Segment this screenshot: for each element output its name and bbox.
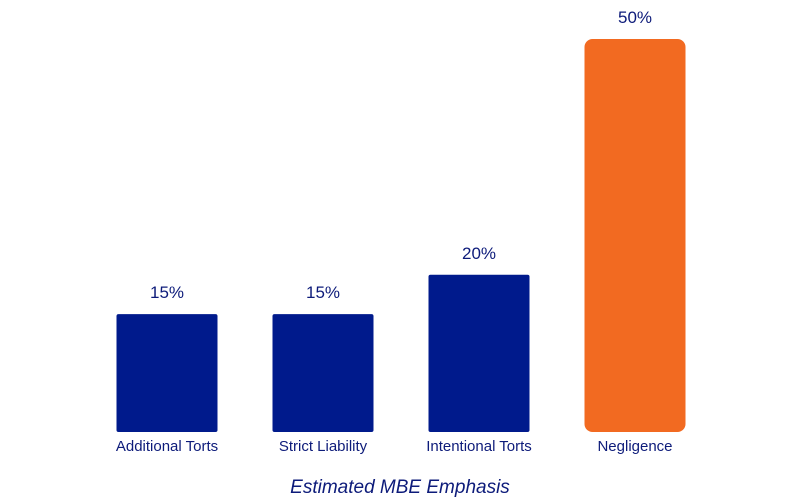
- bar-intentional-torts: [428, 274, 530, 432]
- category-labels-layer: Additional Torts Strict Liability Intentio…: [116, 438, 673, 455]
- bar-strict-liability: [272, 314, 374, 432]
- value-label-intentional-torts: 20%: [462, 244, 496, 263]
- bar-negligence: [584, 39, 686, 432]
- bars-layer: [116, 39, 686, 432]
- value-label-additional-torts: 15%: [150, 283, 184, 302]
- category-label-intentional-torts: Intentional Torts: [426, 438, 532, 455]
- bar-additional-torts: [116, 314, 218, 432]
- category-label-additional-torts: Additional Torts: [116, 438, 218, 455]
- value-label-strict-liability: 15%: [306, 283, 340, 302]
- chart-title: Estimated MBE Emphasis: [290, 477, 510, 498]
- value-label-negligence: 50%: [618, 8, 652, 27]
- category-label-negligence: Negligence: [597, 438, 672, 455]
- category-label-strict-liability: Strict Liability: [279, 438, 368, 455]
- value-labels-layer: 15% 15% 20% 50%: [150, 8, 652, 302]
